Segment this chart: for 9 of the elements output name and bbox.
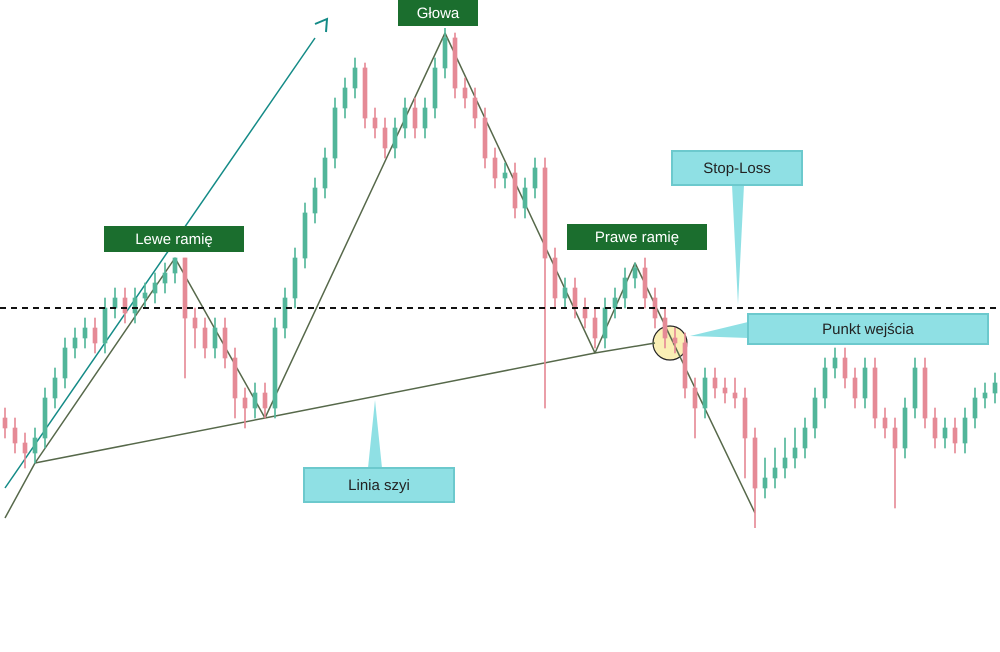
callout-tag: Linia szyi [303, 400, 455, 503]
annotation: Linia szyi [348, 477, 410, 494]
annotation: Prawe ramię [594, 229, 680, 246]
annotation: Lewe ramię [135, 231, 213, 248]
annotation: Punkt wejścia [822, 321, 915, 338]
label-tag: Lewe ramię [104, 226, 244, 252]
label-tag: Prawe ramię [567, 224, 707, 250]
annotation: Stop-Loss [703, 160, 771, 177]
label-tag: Głowa [398, 0, 478, 26]
